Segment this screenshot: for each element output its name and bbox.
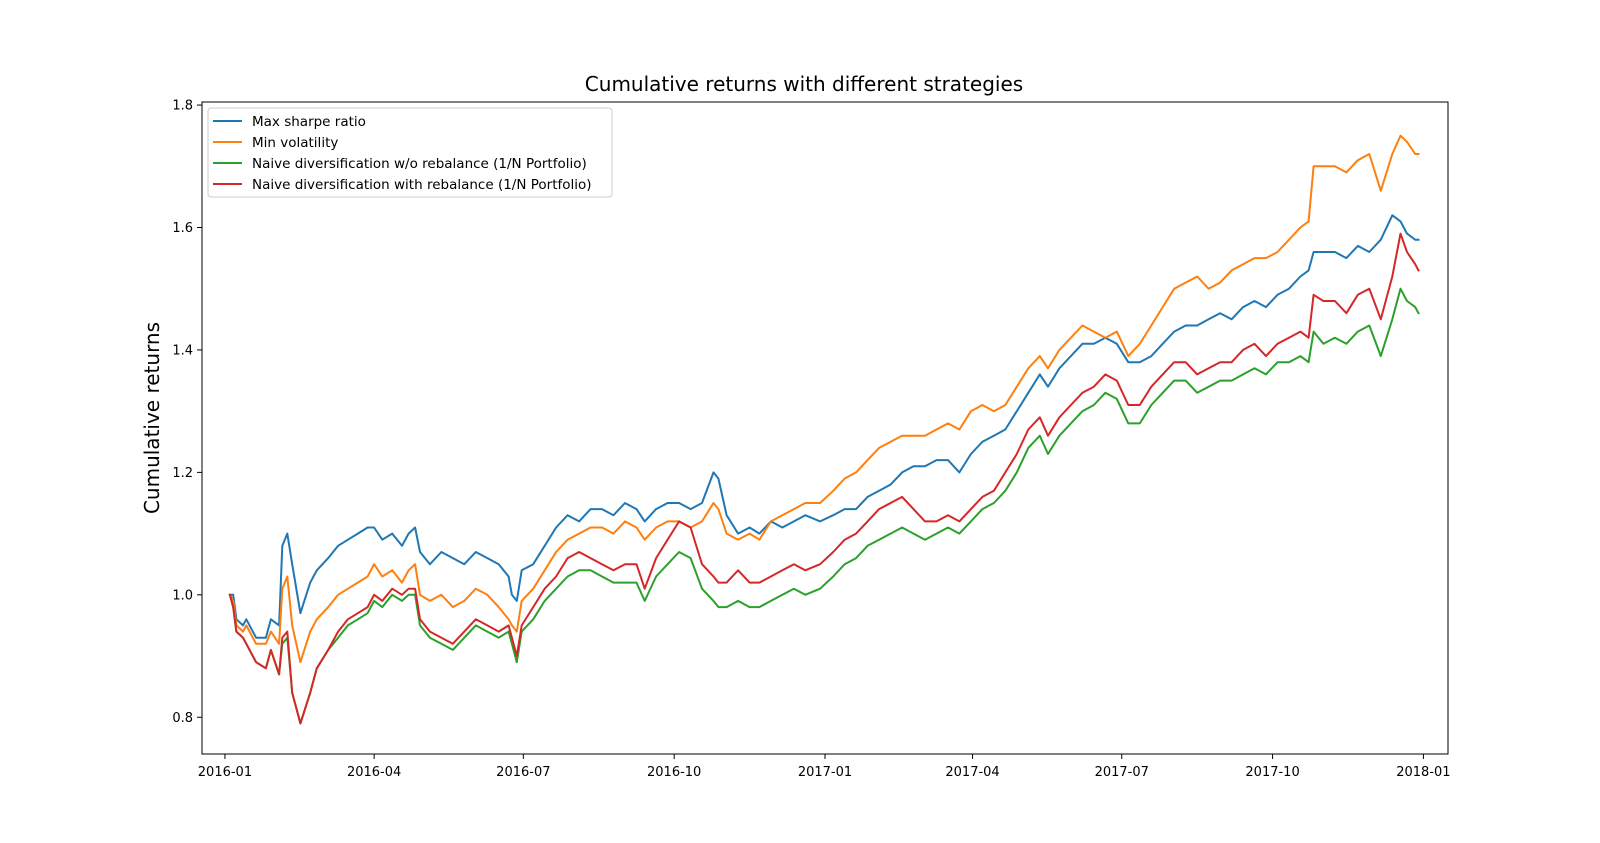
y-tick-label: 1.0 — [172, 588, 193, 603]
legend-box — [207, 107, 613, 198]
series-layer — [228, 134, 1420, 725]
y-tick-label: 1.8 — [172, 99, 193, 114]
y-axis-ticks: 0.8 1.0 1.2 1.4 1.6 1.8 — [172, 99, 202, 726]
x-tick-label: 2017-10 — [1245, 765, 1299, 780]
x-tick-label: 2016-10 — [647, 765, 701, 780]
legend-label: Naive diversification w/o rebalance (1/N… — [252, 156, 587, 172]
x-axis-ticks: 2016-01 2016-04 2016-07 2016-10 2017-01 2017-… — [198, 754, 1451, 780]
y-tick-label: 1.2 — [172, 466, 193, 481]
chart-title: Cumulative returns with different strate… — [585, 72, 1023, 96]
y-axis-label: Cumulative returns — [140, 322, 164, 514]
series-line-2 — [228, 134, 1420, 664]
x-tick-label: 2016-07 — [496, 765, 550, 780]
legend-label: Max sharpe ratio — [252, 114, 366, 130]
legend: Max sharpe ratio Min volatility Naive dive… — [207, 107, 613, 198]
legend-label: Naive diversification with rebalance (1/… — [252, 177, 592, 193]
series-line-1 — [228, 214, 1420, 639]
y-tick-label: 0.8 — [172, 711, 193, 726]
x-tick-label: 2016-01 — [198, 765, 252, 780]
series-line-4 — [228, 232, 1420, 725]
legend-label: Min volatility — [252, 135, 338, 151]
x-tick-label: 2017-04 — [945, 765, 999, 780]
y-tick-label: 1.4 — [172, 343, 193, 358]
y-tick-label: 1.6 — [172, 221, 193, 236]
x-tick-label: 2018-01 — [1396, 765, 1450, 780]
x-tick-label: 2016-04 — [347, 765, 401, 780]
series-line-3 — [228, 287, 1420, 725]
x-tick-label: 2017-07 — [1095, 765, 1149, 780]
x-tick-label: 2017-01 — [798, 765, 852, 780]
